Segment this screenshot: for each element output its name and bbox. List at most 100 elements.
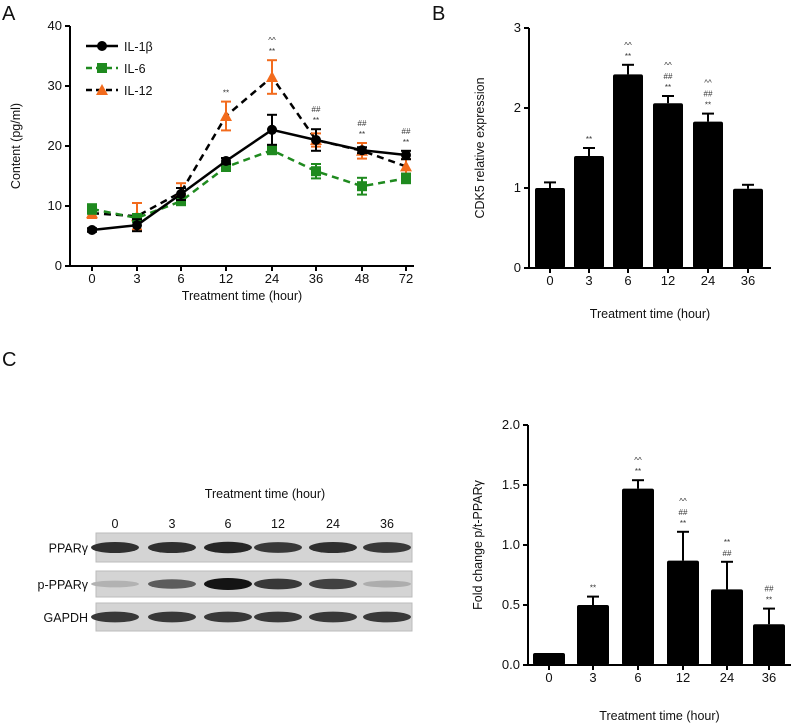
significance-label: ** <box>724 538 730 547</box>
y-tick-label: 0.0 <box>502 657 520 672</box>
band <box>148 541 196 554</box>
y-tick-label: 3 <box>514 20 521 35</box>
band <box>91 611 139 623</box>
significance-label: ** <box>223 89 229 98</box>
x-tick-label: 6 <box>177 271 184 286</box>
band <box>309 611 357 623</box>
y-tick-label: 2 <box>514 100 521 115</box>
series-line <box>91 128 407 232</box>
data-point <box>357 181 367 192</box>
band <box>254 611 302 623</box>
lane-label: 3 <box>169 517 176 531</box>
significance-label: ## <box>704 90 713 99</box>
x-tick-label: 12 <box>219 271 233 286</box>
y-axis-label: Fold change p/t-PPARγ <box>471 479 485 609</box>
bar <box>753 624 785 665</box>
legend-label: IL-12 <box>124 84 153 98</box>
data-point <box>401 150 411 160</box>
series-line <box>91 148 407 220</box>
x-tick-label: 72 <box>399 271 413 286</box>
significance-label: ** <box>766 596 772 605</box>
band <box>148 579 196 589</box>
panel-letter-c: C <box>2 349 16 371</box>
legend-marker <box>96 84 108 95</box>
band <box>148 611 196 623</box>
significance-label: ** <box>635 467 641 476</box>
band <box>363 580 411 588</box>
significance-label: ** <box>586 135 592 144</box>
band <box>204 578 252 590</box>
lane-label: 24 <box>326 517 340 531</box>
row-label: p-PPARγ <box>38 578 89 592</box>
band <box>91 580 139 588</box>
bar <box>613 74 643 269</box>
band <box>254 578 302 590</box>
x-tick-label: 24 <box>265 271 279 286</box>
lane-label: 36 <box>380 517 394 531</box>
data-point <box>401 173 411 184</box>
band <box>309 578 357 590</box>
significance-label: ^^ <box>704 79 712 88</box>
x-tick-label: 3 <box>589 670 596 685</box>
data-point <box>267 124 277 135</box>
x-tick-label: 24 <box>720 670 734 685</box>
x-tick-label: 0 <box>545 670 552 685</box>
x-axis-label: Treatment time (hour) <box>182 289 302 303</box>
significance-label: ^^ <box>664 61 672 70</box>
y-tick-label: 0 <box>55 258 62 273</box>
x-tick-label: 0 <box>88 271 95 286</box>
significance-label: ## <box>765 585 774 594</box>
y-tick-label: 2.0 <box>502 417 520 432</box>
x-axis-label: Treatment time (hour) <box>590 307 710 321</box>
x-tick-label: 12 <box>676 670 690 685</box>
x-tick-label: 36 <box>762 670 776 685</box>
y-tick-label: 30 <box>48 78 62 93</box>
x-tick-label: 12 <box>661 273 675 288</box>
y-tick-label: 20 <box>48 138 62 153</box>
bar <box>533 653 565 665</box>
bar <box>667 560 699 665</box>
bar <box>622 488 654 665</box>
y-tick-label: 0.5 <box>502 597 520 612</box>
legend-label: IL-6 <box>124 62 146 76</box>
x-tick-label: 0 <box>546 273 553 288</box>
significance-label: ## <box>312 105 321 114</box>
data-point <box>311 166 321 177</box>
significance-label: ** <box>359 130 365 139</box>
significance-label: ## <box>723 549 732 558</box>
row-label: GAPDH <box>44 611 88 625</box>
band <box>254 542 302 553</box>
x-tick-label: 24 <box>701 273 715 288</box>
row-label: PPARγ <box>49 542 89 556</box>
significance-label: ## <box>358 119 367 128</box>
band <box>363 611 411 623</box>
x-tick-label: 48 <box>355 271 369 286</box>
significance-label: ## <box>664 72 673 81</box>
bar <box>733 188 763 268</box>
lane-label: 0 <box>112 517 119 531</box>
panel-letter-b: B <box>432 3 445 25</box>
significance-label: ** <box>269 47 275 56</box>
blot-title: Treatment time (hour) <box>205 487 325 501</box>
data-point <box>220 110 232 121</box>
y-tick-label: 40 <box>48 18 62 33</box>
data-point <box>311 135 321 145</box>
band <box>91 541 139 554</box>
data-point <box>357 145 367 156</box>
legend-label: IL-1β <box>124 40 153 54</box>
data-point <box>221 162 231 172</box>
band <box>204 611 252 623</box>
x-tick-label: 3 <box>585 273 592 288</box>
data-point <box>400 160 412 172</box>
significance-label: ^^ <box>268 36 276 45</box>
data-point <box>176 189 186 199</box>
y-tick-label: 1.0 <box>502 537 520 552</box>
x-tick-label: 6 <box>634 670 641 685</box>
y-tick-label: 0 <box>514 260 521 275</box>
significance-label: ## <box>402 127 411 136</box>
band <box>363 542 411 553</box>
data-point <box>176 196 186 207</box>
data-point <box>267 145 277 156</box>
